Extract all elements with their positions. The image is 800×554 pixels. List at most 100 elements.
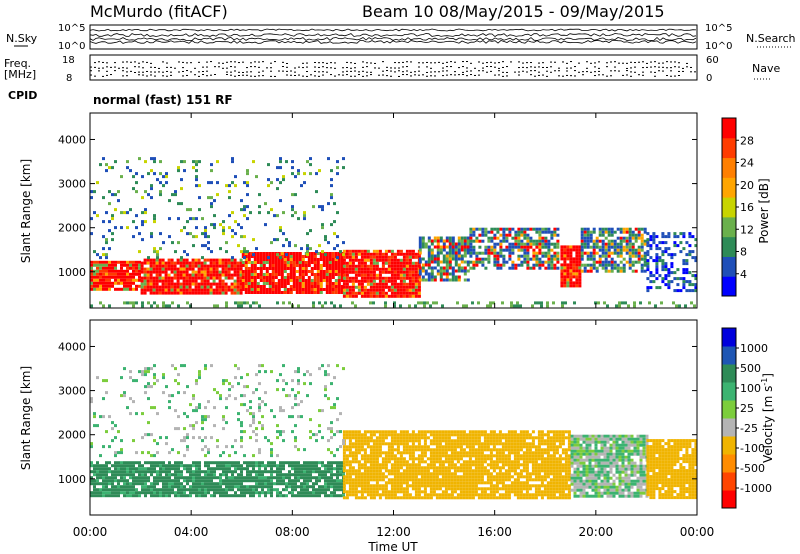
power-cell bbox=[340, 291, 344, 294]
velocity-cell bbox=[390, 472, 394, 476]
velocity-cell bbox=[243, 494, 246, 498]
velocity-cell bbox=[450, 478, 454, 482]
velocity-cell bbox=[228, 479, 231, 483]
power-cell bbox=[247, 255, 251, 258]
power-cell bbox=[259, 279, 263, 282]
power-cell bbox=[152, 282, 156, 286]
power-cell bbox=[298, 285, 302, 288]
velocity-cell bbox=[210, 470, 213, 474]
power-cell bbox=[99, 256, 102, 260]
power-cell bbox=[418, 236, 422, 240]
power-cell bbox=[643, 263, 647, 267]
power-cell bbox=[191, 282, 195, 286]
freq-trace-dot bbox=[186, 74, 188, 76]
power-cell bbox=[463, 269, 467, 273]
power-cell bbox=[366, 249, 370, 253]
power-cell bbox=[237, 244, 240, 248]
power-cell bbox=[563, 257, 567, 261]
power-cell bbox=[285, 253, 288, 257]
velocity-cell bbox=[99, 464, 102, 468]
velocity-cell bbox=[132, 482, 135, 486]
velocity-cell bbox=[405, 430, 409, 434]
power-cell bbox=[313, 255, 317, 258]
velocity-cell bbox=[429, 460, 433, 464]
velocity-cell bbox=[336, 467, 339, 471]
freq-trace-dot bbox=[598, 70, 600, 72]
freq-trace-dot bbox=[450, 74, 452, 76]
power-cell bbox=[405, 261, 409, 265]
velocity-cell bbox=[354, 469, 358, 473]
velocity-cell bbox=[318, 485, 321, 489]
velocity-cell bbox=[135, 479, 138, 483]
velocity-cell bbox=[393, 484, 397, 488]
velocity-cell bbox=[267, 470, 270, 474]
velocity-cell bbox=[132, 473, 135, 477]
power-cell bbox=[399, 288, 403, 292]
velocity-cell bbox=[408, 439, 412, 443]
velocity-cell bbox=[231, 482, 234, 486]
velocity-cell bbox=[459, 490, 463, 494]
velocity-cell bbox=[330, 482, 333, 486]
power-cell bbox=[120, 275, 123, 279]
power-cell bbox=[180, 202, 183, 206]
velocity-cell bbox=[396, 487, 400, 491]
freq-trace-dot bbox=[422, 62, 424, 64]
power-cell bbox=[132, 235, 135, 239]
power-cell bbox=[256, 291, 260, 294]
power-cell bbox=[442, 266, 446, 270]
velocity-cell bbox=[165, 482, 168, 486]
freq-trace-dot bbox=[274, 75, 276, 77]
power-cell bbox=[212, 264, 216, 268]
power-cell bbox=[575, 248, 579, 252]
freq-trace-dot bbox=[454, 74, 456, 76]
velocity-cell bbox=[114, 473, 117, 477]
power-cell bbox=[215, 258, 219, 262]
power-cell bbox=[625, 236, 629, 240]
power-cell bbox=[319, 252, 323, 255]
freq-trace-dot bbox=[622, 74, 624, 76]
power-cell bbox=[215, 282, 219, 286]
power-cell bbox=[578, 272, 582, 276]
velocity-cell bbox=[363, 475, 367, 479]
power-cell bbox=[224, 267, 228, 271]
velocity-cell bbox=[432, 433, 436, 437]
velocity-cell bbox=[372, 496, 376, 500]
power-cell bbox=[135, 263, 138, 267]
velocity-cell bbox=[195, 491, 198, 495]
velocity-cell bbox=[231, 479, 234, 483]
power-cell bbox=[694, 256, 698, 260]
velocity-cell bbox=[417, 481, 421, 485]
power-cell bbox=[517, 239, 521, 243]
power-cell bbox=[384, 304, 387, 308]
power-cell bbox=[126, 275, 129, 279]
power-cell bbox=[369, 273, 373, 277]
freq-trace-dot bbox=[666, 61, 668, 63]
power-cell bbox=[200, 261, 204, 265]
power-cell bbox=[634, 233, 638, 237]
power-cell bbox=[505, 245, 509, 249]
freq-trace-dot bbox=[626, 62, 628, 64]
power-cell bbox=[430, 257, 434, 261]
power-cell bbox=[655, 256, 659, 260]
velocity-cell bbox=[462, 481, 466, 485]
freq-trace-dot bbox=[154, 71, 156, 73]
velocity-cell bbox=[219, 488, 222, 492]
velocity-cell bbox=[171, 467, 174, 471]
velocity-cell bbox=[438, 487, 442, 491]
velocity-cell bbox=[210, 485, 213, 489]
velocity-cell bbox=[180, 476, 183, 480]
freq-trace-dot bbox=[150, 66, 152, 68]
power-cell bbox=[90, 275, 93, 279]
power-cell bbox=[129, 208, 132, 212]
freq-trace-dot bbox=[218, 66, 220, 68]
power-cell bbox=[387, 267, 391, 271]
velocity-cell bbox=[297, 467, 300, 471]
power-cell bbox=[490, 236, 494, 240]
power-cell bbox=[493, 233, 497, 237]
power-cell bbox=[307, 288, 311, 291]
power-cell bbox=[351, 282, 355, 286]
velocity-cell bbox=[387, 469, 391, 473]
freq-trace-dot bbox=[550, 71, 552, 73]
freq-trace-dot bbox=[326, 67, 328, 69]
power-cell bbox=[466, 242, 470, 246]
